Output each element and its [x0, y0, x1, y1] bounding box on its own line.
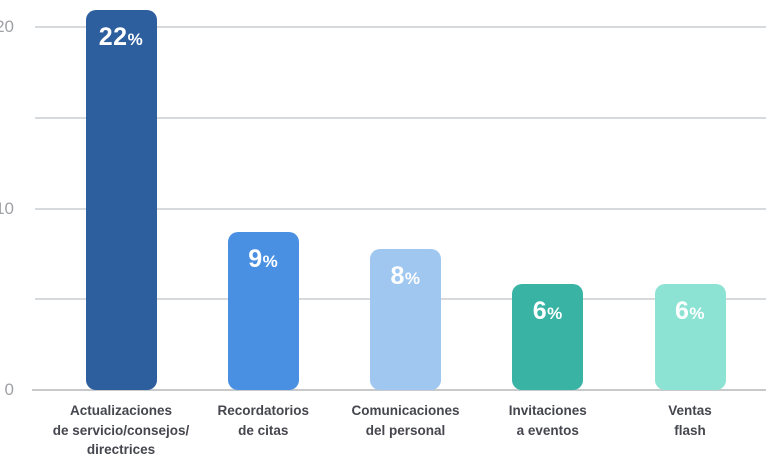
bar-value-label: 6%	[512, 297, 583, 326]
category-label: Ventas flash	[600, 401, 780, 440]
bar-value-label: 8%	[370, 262, 441, 291]
category-label-line: de citas	[238, 422, 289, 438]
bar: 8%	[370, 249, 441, 390]
bar-value-label: 9%	[228, 245, 299, 274]
category-label-line: flash	[674, 422, 706, 438]
bar-value-label: 22%	[86, 23, 157, 52]
y-tick-label: 0	[4, 380, 14, 399]
bar-value-percent-sign: %	[262, 251, 279, 271]
category-label-line: Actualizaciones	[69, 403, 173, 418]
category-label-line: Comunicaciones	[351, 403, 460, 418]
y-tick-label: 10	[0, 198, 14, 218]
bar-value-number: 22	[98, 23, 128, 51]
category-label-line: a eventos	[516, 422, 579, 438]
category-label: Comunicaciones del personal	[316, 401, 496, 440]
category-label: Recordatorios de citas	[173, 401, 353, 440]
y-tick-label: 20	[0, 17, 14, 36]
category-label-line: del personal	[365, 422, 446, 438]
bar: 6%	[512, 284, 584, 390]
bar-value-percent-sign: %	[127, 30, 144, 49]
y-axis: 0 10 20	[0, 0, 766, 399]
bar-value-percent-sign: %	[689, 304, 706, 324]
gridline	[35, 26, 766, 28]
category-label-line: directrices	[86, 442, 156, 457]
category-label-line: Recordatorios	[217, 403, 310, 418]
category-label-line: Invitaciones	[508, 403, 587, 418]
bar-value-number: 9	[248, 244, 263, 273]
bar-value-label: 6%	[655, 297, 726, 326]
bar: 6%	[654, 284, 726, 390]
category-label: Actualizaciones de servicio/consejos/dire…	[31, 401, 211, 460]
bar-value-number: 6	[532, 297, 548, 326]
category-label-line: Ventas	[668, 403, 712, 418]
plot-area: 22% 9% 8% 6% 6%	[32, 0, 766, 391]
category-label: Invitaciones a eventos	[458, 401, 638, 440]
bar: 22%	[85, 10, 157, 390]
x-axis-category-labels: Actualizaciones de servicio/consejos/dire…	[32, 401, 766, 473]
gridline	[35, 116, 766, 119]
bar: 9%	[227, 231, 299, 390]
category-label-line: de servicio/consejos/	[52, 422, 190, 438]
bar-value-number: 6	[674, 297, 690, 326]
bar-value-number: 8	[390, 262, 405, 291]
bar-value-percent-sign: %	[404, 269, 421, 289]
x-axis-line	[32, 389, 766, 391]
gridline	[35, 207, 766, 210]
bar-value-percent-sign: %	[547, 304, 563, 324]
